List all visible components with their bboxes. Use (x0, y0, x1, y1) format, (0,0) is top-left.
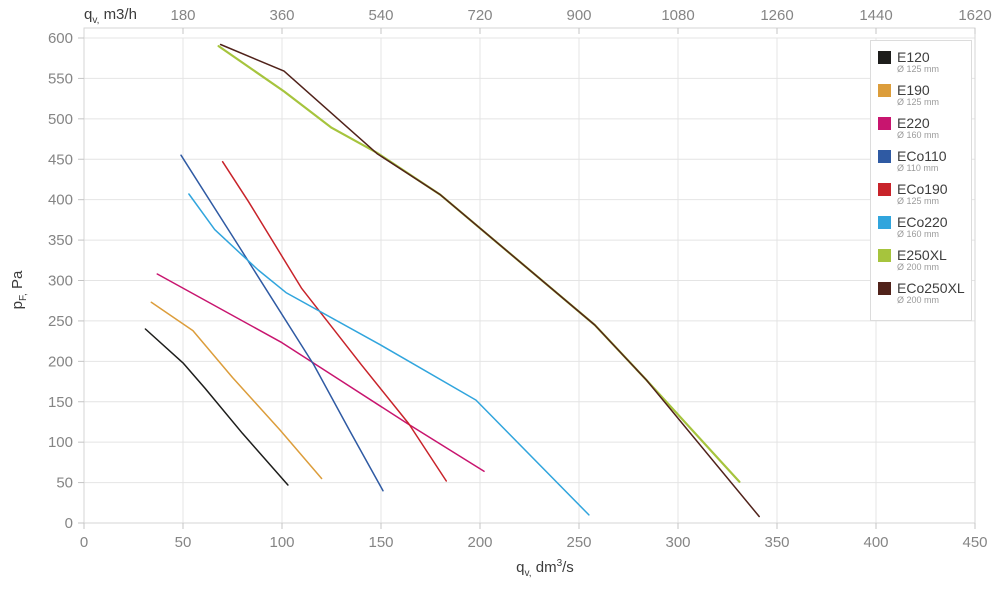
bottom-axis-title-main: q (516, 559, 525, 576)
legend-item: ECo220 Ø 160 mm (878, 215, 971, 248)
legend-item: ECo190 Ø 125 mm (878, 182, 971, 215)
bottom-axis-title-unit-post: /s (562, 559, 574, 576)
legend-item: E220 Ø 160 mm (878, 116, 971, 149)
bottom-tick-label: 50 (175, 534, 192, 551)
top-axis-title: qv, m3/h (84, 6, 137, 26)
left-tick-label: 500 (48, 111, 73, 128)
legend: E120 Ø 125 mm E190 Ø 125 mm E220 Ø 160 m… (870, 40, 972, 321)
bottom-tick-label: 0 (80, 534, 88, 551)
series-line-E190 (150, 301, 323, 480)
top-tick-label: 360 (269, 7, 294, 24)
legend-series-diameter: Ø 125 mm (897, 64, 940, 74)
legend-series-name: E250XL (897, 247, 947, 263)
legend-item: E120 Ø 125 mm (878, 50, 971, 83)
legend-swatch (878, 248, 891, 262)
bottom-tick-label: 250 (566, 534, 591, 551)
top-tick-label: 180 (170, 7, 195, 24)
legend-swatch (878, 149, 891, 163)
left-tick-label: 250 (48, 313, 73, 330)
left-tick-label: 150 (48, 394, 73, 411)
legend-swatch (878, 116, 891, 130)
legend-swatch (878, 50, 891, 64)
legend-swatch (878, 281, 891, 295)
bottom-axis-title-sub: v, (524, 568, 532, 579)
legend-series-diameter: Ø 160 mm (897, 229, 940, 239)
left-tick-label: 450 (48, 151, 73, 168)
legend-item: ECo250XL Ø 200 mm (878, 281, 971, 314)
top-axis-title-main: q (84, 6, 93, 23)
top-tick-label: 1080 (661, 7, 694, 24)
legend-item: ECo110 Ø 110 mm (878, 149, 971, 182)
legend-series-diameter: Ø 200 mm (897, 295, 940, 305)
left-tick-label: 50 (56, 475, 73, 492)
left-tick-label: 100 (48, 434, 73, 451)
legend-series-name: E120 (897, 49, 930, 65)
legend-swatch (878, 182, 891, 196)
legend-series-name: ECo220 (897, 214, 948, 230)
y-axis-title: pF, Pa (9, 240, 29, 340)
bottom-axis-title-unit-pre: dm (535, 559, 557, 576)
top-tick-label: 900 (566, 7, 591, 24)
series-line-ECo250XL (219, 43, 760, 518)
legend-item: E250XL Ø 200 mm (878, 248, 971, 281)
left-tick-label: 200 (48, 353, 73, 370)
legend-series-name: E190 (897, 82, 930, 98)
legend-series-diameter: Ø 160 mm (897, 130, 940, 140)
plot-border (83, 27, 976, 524)
bottom-axis-title-unit-sup: 3 (556, 558, 563, 569)
bottom-tick-label: 450 (962, 534, 987, 551)
legend-swatch (878, 83, 891, 97)
top-tick-label: 540 (368, 7, 393, 24)
legend-series-diameter: Ø 200 mm (897, 262, 940, 272)
series-line-E120 (144, 328, 289, 486)
legend-series-diameter: Ø 125 mm (897, 196, 940, 206)
bottom-tick-label: 400 (863, 534, 888, 551)
y-axis-title-unit: Pa (9, 270, 26, 290)
left-tick-label: 300 (48, 273, 73, 290)
legend-series-name: E220 (897, 115, 930, 131)
top-tick-label: 1260 (760, 7, 793, 24)
top-tick-label: 720 (467, 7, 492, 24)
legend-series-name: ECo190 (897, 181, 948, 197)
series-line-ECo190 (221, 160, 448, 482)
bottom-tick-label: 350 (764, 534, 789, 551)
top-tick-label: 1440 (859, 7, 892, 24)
series-line-ECo110 (180, 154, 384, 492)
bottom-tick-label: 150 (368, 534, 393, 551)
left-tick-label: 400 (48, 192, 73, 209)
legend-series-diameter: Ø 110 mm (897, 163, 939, 173)
bottom-tick-label: 100 (269, 534, 294, 551)
bottom-axis-title: qv, dm3/s (445, 558, 645, 579)
left-tick-label: 350 (48, 232, 73, 249)
top-tick-label: 1620 (958, 7, 991, 24)
top-axis-title-sub: v, (92, 15, 100, 26)
left-tick-label: 600 (48, 30, 73, 47)
series-line-E250XL (217, 44, 741, 483)
series-line-E220 (156, 273, 485, 473)
left-tick-label: 0 (65, 515, 73, 532)
legend-swatch (878, 215, 891, 229)
legend-series-name: ECo250XL (897, 280, 965, 296)
legend-item: E190 Ø 125 mm (878, 83, 971, 116)
legend-series-diameter: Ø 125 mm (897, 97, 940, 107)
legend-series-name: ECo110 (897, 148, 947, 164)
bottom-tick-label: 300 (665, 534, 690, 551)
left-tick-label: 550 (48, 70, 73, 87)
y-axis-title-sub: F, (18, 293, 29, 301)
bottom-tick-label: 200 (467, 534, 492, 551)
top-axis-title-unit: m3/h (103, 6, 137, 23)
y-axis-title-main: p (9, 300, 26, 310)
series-line-ECo220 (188, 193, 590, 516)
